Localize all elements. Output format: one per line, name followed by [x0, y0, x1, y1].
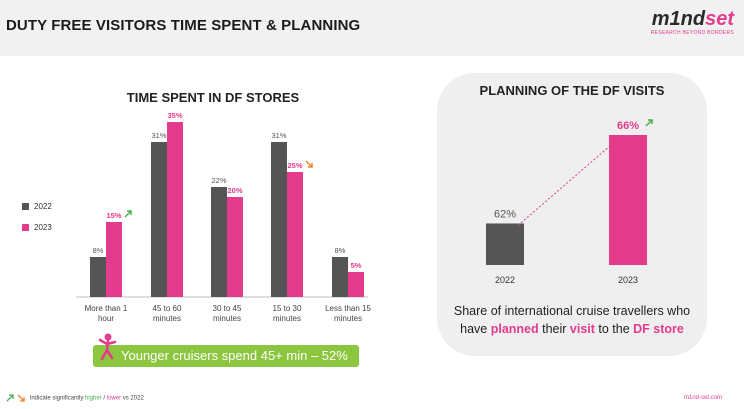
planning-label-2023: 66% — [617, 120, 639, 132]
planning-caption-line2: have planned their visit to the DF store — [460, 322, 684, 336]
mindset-logo: m1ndset RESEARCH BEYOND BORDERS — [651, 8, 734, 36]
logo-wordmark: m1ndset — [651, 8, 734, 30]
data-label-2022-0: 8% — [93, 246, 104, 255]
page-title: DUTY FREE VISITORS TIME SPENT & PLANNING — [6, 17, 361, 34]
x-tick-label-3: 15 to 30 minutes — [273, 304, 302, 323]
bar-2023-3 — [287, 172, 303, 297]
data-label-2023-2: 20% — [227, 186, 242, 195]
bar-2023-2 — [227, 197, 243, 297]
data-label-2022-1: 31% — [151, 131, 166, 140]
x-tick-label-2: 30 to 45 minutes — [213, 304, 242, 323]
planning-label-2022: 62% — [494, 208, 516, 220]
bar-2022-4 — [332, 257, 348, 297]
planning-year-2023: 2023 — [618, 275, 638, 285]
x-tick-label-0: More than 1 hour — [85, 304, 128, 323]
significance-arrow-0 — [124, 210, 132, 218]
time-spent-chart-title: TIME SPENT IN DF STORES — [126, 90, 300, 105]
significance-arrows-icon — [6, 394, 25, 402]
x-tick-label-1: 45 to 60 minutes — [153, 304, 182, 323]
data-label-2023-1: 35% — [167, 111, 182, 120]
data-label-2022-2: 22% — [211, 176, 226, 185]
data-label-2023-3: 25% — [287, 161, 302, 170]
legend-swatch-2023 — [22, 223, 29, 231]
legend-label-2023: 2023 — [34, 222, 52, 232]
x-tick-label-4: Less than 15 minutes — [325, 304, 371, 323]
planning-panel — [437, 73, 707, 356]
data-label-2023-0: 15% — [106, 211, 121, 220]
planning-caption: Share of international cruise travellers… — [437, 302, 707, 338]
planning-year-2022: 2022 — [495, 275, 515, 285]
data-label-2022-4: 8% — [335, 246, 346, 255]
bar-2023-0 — [106, 222, 122, 297]
significance-footnote: Indicate significantly higher / lower vs… — [6, 394, 144, 402]
bar-2022-0 — [90, 257, 106, 297]
bar-2022-2 — [211, 187, 227, 297]
header-bar — [0, 0, 744, 56]
significance-arrow-3 — [305, 160, 313, 168]
planning-caption-line1: Share of international cruise travellers… — [453, 304, 691, 318]
bar-2022-3 — [271, 142, 287, 297]
bar-2022-1 — [151, 142, 167, 297]
chart-legend: 2022 2023 — [22, 199, 52, 241]
legend-swatch-2022 — [22, 202, 29, 210]
planning-trend-line — [517, 144, 612, 226]
logo-tagline: RESEARCH BEYOND BORDERS — [650, 30, 734, 36]
runner-icon — [98, 333, 117, 361]
planning-bar-2023 — [609, 135, 647, 265]
planning-bar-2022 — [486, 223, 524, 265]
legend-label-2022: 2022 — [34, 201, 52, 211]
bar-2023-1 — [167, 122, 183, 297]
planning-significance-arrow — [645, 119, 653, 127]
bar-2023-4 — [348, 272, 364, 297]
data-label-2023-4: 5% — [351, 261, 362, 270]
planning-chart-title: PLANNING OF THE DF VISITS — [479, 83, 665, 98]
younger-cruisers-callout: Younger cruisers spend 45+ min – 52% — [93, 345, 359, 367]
site-url: m1nd-set.com — [683, 395, 722, 401]
data-label-2022-3: 31% — [271, 131, 286, 140]
